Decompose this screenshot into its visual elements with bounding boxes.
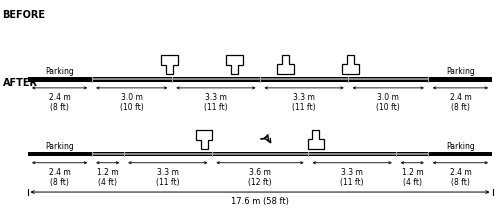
Text: 3.6 m
(12 ft): 3.6 m (12 ft) <box>248 168 272 187</box>
Text: 1.2 m
(4 ft): 1.2 m (4 ft) <box>97 168 118 187</box>
Polygon shape <box>196 130 212 149</box>
Bar <box>92 78 428 80</box>
Text: 3.0 m
(10 ft): 3.0 m (10 ft) <box>376 93 400 112</box>
Polygon shape <box>342 55 359 74</box>
Text: 3.3 m
(11 ft): 3.3 m (11 ft) <box>204 93 228 112</box>
Polygon shape <box>278 55 294 74</box>
Text: 3.3 m
(11 ft): 3.3 m (11 ft) <box>292 93 316 112</box>
Text: Parking: Parking <box>446 67 475 76</box>
Bar <box>92 153 428 155</box>
Bar <box>28 77 492 82</box>
Polygon shape <box>226 55 242 74</box>
Text: 17.6 m (58 ft): 17.6 m (58 ft) <box>231 197 289 206</box>
Bar <box>28 152 492 156</box>
Polygon shape <box>308 130 324 149</box>
Text: 2.4 m
(8 ft): 2.4 m (8 ft) <box>450 168 471 187</box>
Text: 2.4 m
(8 ft): 2.4 m (8 ft) <box>450 93 471 112</box>
Text: 2.4 m
(8 ft): 2.4 m (8 ft) <box>48 168 70 187</box>
Text: AFTER: AFTER <box>2 78 37 88</box>
Text: 3.3 m
(11 ft): 3.3 m (11 ft) <box>156 168 180 187</box>
Text: BEFORE: BEFORE <box>2 10 46 20</box>
Polygon shape <box>161 55 178 74</box>
Text: Parking: Parking <box>45 67 74 76</box>
Text: 1.2 m
(4 ft): 1.2 m (4 ft) <box>402 168 423 187</box>
Text: 3.3 m
(11 ft): 3.3 m (11 ft) <box>340 168 364 187</box>
Text: 2.4 m
(8 ft): 2.4 m (8 ft) <box>48 93 70 112</box>
Text: 3.0 m
(10 ft): 3.0 m (10 ft) <box>120 93 144 112</box>
Text: Parking: Parking <box>446 142 475 151</box>
Text: Parking: Parking <box>45 142 74 151</box>
